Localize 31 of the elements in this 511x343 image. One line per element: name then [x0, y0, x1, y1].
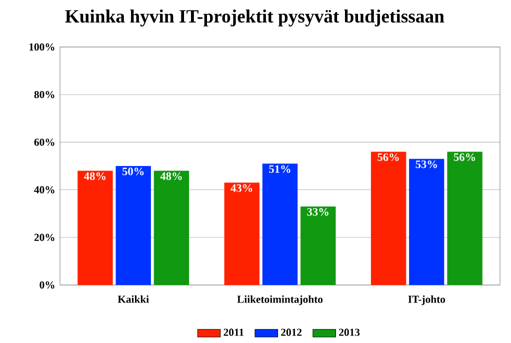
- y-tick-label: 40%: [34, 186, 54, 194]
- bar: [154, 170, 190, 285]
- legend-label: 2013: [339, 328, 360, 336]
- bar: [262, 164, 298, 285]
- bar: [447, 152, 482, 285]
- x-tick-label: Liiketoimintajohto: [237, 295, 323, 306]
- data-label: 56%: [378, 153, 399, 161]
- data-label: 48%: [160, 172, 182, 180]
- y-tick-label: 0%: [40, 281, 54, 289]
- legend-label: 2011: [224, 328, 244, 336]
- bar: [224, 182, 260, 285]
- bar: [300, 206, 336, 285]
- x-tick-label: Kaikki: [118, 295, 149, 303]
- data-label: 56%: [454, 153, 476, 161]
- data-label: 33%: [307, 208, 328, 216]
- y-tick-label: 60%: [34, 138, 54, 146]
- y-tick-label: 80%: [34, 90, 54, 98]
- y-tick-label: 100%: [29, 43, 54, 51]
- data-label: 48%: [84, 172, 106, 180]
- bar: [78, 170, 113, 285]
- chart-title: Kuinka hyvin IT-projektit pysyvät budjetissaan: [65, 9, 444, 26]
- bar: [370, 152, 406, 285]
- bar: [409, 158, 444, 285]
- data-label: 53%: [416, 160, 437, 168]
- data-label: 51%: [269, 165, 290, 173]
- y-tick-label: 20%: [34, 234, 54, 241]
- x-tick-label: IT-johto: [408, 295, 446, 306]
- data-label: 43%: [230, 184, 252, 192]
- data-label: 50%: [122, 168, 144, 176]
- bar: [116, 166, 151, 285]
- legend-label: 2012: [281, 328, 302, 336]
